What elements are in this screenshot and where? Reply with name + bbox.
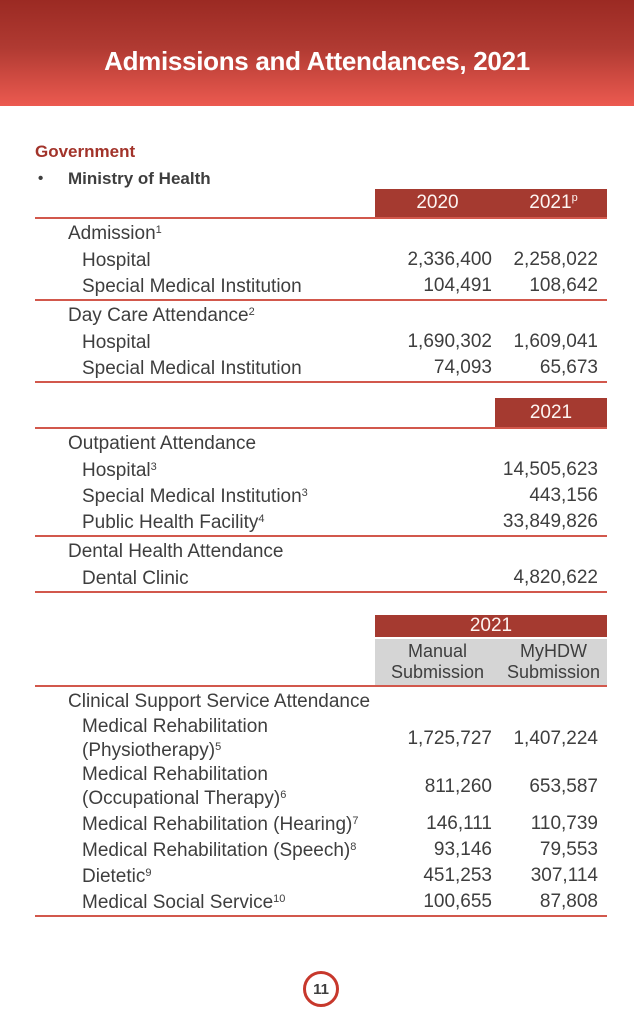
table-row: Medical Rehabilitation (Occupational The… — [35, 763, 607, 811]
divider — [35, 535, 607, 537]
row-label: Special Medical Institution3 — [82, 485, 308, 507]
table-row: Hospital 2,336,400 2,258,022 — [35, 247, 607, 273]
table-row: Dental Clinic 4,820,622 — [35, 565, 607, 591]
admissions-table-header: 2020 2021p — [35, 189, 607, 217]
value-2021: 108,642 — [529, 275, 598, 296]
page-title: Admissions and Attendances, 2021 — [104, 45, 530, 76]
group-label-admission: Admission1 — [68, 222, 162, 244]
page-number-badge: 11 — [303, 971, 339, 1007]
value-2020: 74,093 — [433, 357, 492, 378]
title-banner: Admissions and Attendances, 2021 — [0, 0, 634, 106]
divider — [35, 685, 607, 687]
group-label-daycare: Day Care Attendance2 — [68, 304, 255, 326]
value-myhdw: 1,407,224 — [513, 728, 598, 749]
row-label: Medical Social Service10 — [82, 891, 286, 913]
value-myhdw: 79,553 — [539, 839, 598, 860]
divider — [35, 217, 607, 219]
divider — [35, 381, 607, 383]
row-label: Public Health Facility4 — [82, 511, 265, 533]
year-header-2021: 2021 — [375, 615, 607, 637]
row-label: Medical Rehabilitation (Physiotherapy)5 — [82, 716, 268, 761]
value-2021: 65,673 — [539, 357, 598, 378]
row-label: Medical Rehabilitation (Hearing)7 — [82, 813, 359, 835]
value-manual: 451,253 — [423, 865, 492, 886]
section-heading: Government — [35, 142, 136, 161]
row-label: Special Medical Institution — [82, 357, 302, 379]
table-row: Hospital3 14,505,623 — [35, 457, 607, 483]
divider — [35, 427, 607, 429]
clinical-support-table: 2021 Manual Submission MyHDW Submission … — [35, 615, 607, 917]
divider — [35, 915, 607, 917]
table-row: Day Care Attendance2 — [35, 301, 607, 329]
row-label: Dental Clinic — [82, 567, 189, 589]
col-header-myhdw-submission: MyHDW Submission — [506, 641, 601, 682]
table-row: Outpatient Attendance — [35, 429, 607, 457]
group-label-clinical-support: Clinical Support Service Attendance — [68, 690, 371, 712]
table-row: Medical Rehabilitation (Hearing)7 146,11… — [35, 811, 607, 837]
value-2021: 1,609,041 — [513, 331, 598, 352]
col-header-2020: 2020 — [375, 192, 500, 214]
group-label-outpatient: Outpatient Attendance — [68, 432, 257, 454]
divider — [35, 299, 607, 301]
col-header-2021-sup: p — [571, 192, 578, 204]
submission-subheader: Manual Submission MyHDW Submission — [375, 639, 607, 685]
table-row: Medical Social Service10 100,655 87,808 — [35, 889, 607, 915]
value-myhdw: 110,739 — [530, 813, 598, 834]
table-row: Special Medical Institution3 443,156 — [35, 483, 607, 509]
bullet-icon: • — [38, 170, 44, 187]
table-row: Dental Health Attendance — [35, 537, 607, 565]
row-label: Medical Rehabilitation (Speech)8 — [82, 839, 357, 861]
table-row: Medical Rehabilitation (Physiotherapy)5 … — [35, 715, 607, 763]
divider — [35, 591, 607, 593]
value-manual: 100,655 — [423, 891, 492, 912]
table-row: Special Medical Institution 104,491 108,… — [35, 273, 607, 299]
col-header-2020-text: 2020 — [416, 192, 459, 213]
value-manual: 93,146 — [433, 839, 492, 860]
table-row: Clinical Support Service Attendance — [35, 687, 607, 715]
value-2021: 2,258,022 — [513, 249, 598, 270]
table-row: Special Medical Institution 74,093 65,67… — [35, 355, 607, 381]
outpatient-table-header: 2021 — [35, 398, 607, 427]
row-label: Special Medical Institution — [82, 275, 302, 297]
outpatient-table: 2021 Outpatient Attendance Hospital3 14,… — [35, 398, 607, 593]
value-manual: 1,725,727 — [407, 728, 492, 749]
table-row: Medical Rehabilitation (Speech)8 93,146 … — [35, 837, 607, 863]
row-label: Hospital3 — [82, 459, 157, 481]
table-row: Admission1 — [35, 219, 607, 247]
value-manual: 811,260 — [424, 776, 492, 797]
value-2021: 443,156 — [529, 485, 598, 506]
row-label: Medical Rehabilitation (Occupational The… — [82, 764, 287, 809]
col-header-manual-submission: Manual Submission — [390, 641, 485, 682]
value-2021: 4,820,622 — [513, 567, 598, 588]
value-2020: 2,336,400 — [407, 249, 492, 270]
row-label: Hospital — [82, 249, 151, 271]
table-row: Hospital 1,690,302 1,609,041 — [35, 329, 607, 355]
table-row: Dietetic9 451,253 307,114 — [35, 863, 607, 889]
ministry-bullet-row: • Ministry of Health — [35, 169, 607, 189]
row-label: Hospital — [82, 331, 151, 353]
year-header-block: 2020 2021p — [375, 189, 607, 217]
col-header-2021p: 2021p — [500, 192, 607, 214]
ministry-label: Ministry of Health — [68, 169, 211, 188]
group-label-dental: Dental Health Attendance — [68, 540, 284, 562]
value-myhdw: 307,114 — [530, 865, 598, 886]
table-row: Public Health Facility4 33,849,826 — [35, 509, 607, 535]
value-2020: 104,491 — [423, 275, 492, 296]
value-manual: 146,111 — [426, 813, 492, 834]
value-2021: 33,849,826 — [502, 511, 598, 532]
row-label: Dietetic9 — [82, 865, 152, 887]
divider — [375, 637, 607, 639]
col-header-2021: 2021 — [495, 398, 607, 427]
clinical-table-header: 2021 Manual Submission MyHDW Submission — [375, 615, 607, 685]
value-myhdw: 653,587 — [529, 776, 598, 797]
value-myhdw: 87,808 — [539, 891, 598, 912]
value-2020: 1,690,302 — [407, 331, 492, 352]
col-header-2021-text: 2021 — [529, 192, 572, 213]
page-content: Government • Ministry of Health 2020 202… — [35, 142, 607, 1007]
value-2021: 14,505,623 — [502, 459, 598, 480]
admissions-table: 2020 2021p Admission1 Hospital 2,336,400… — [35, 189, 607, 383]
page-number: 11 — [313, 980, 329, 998]
